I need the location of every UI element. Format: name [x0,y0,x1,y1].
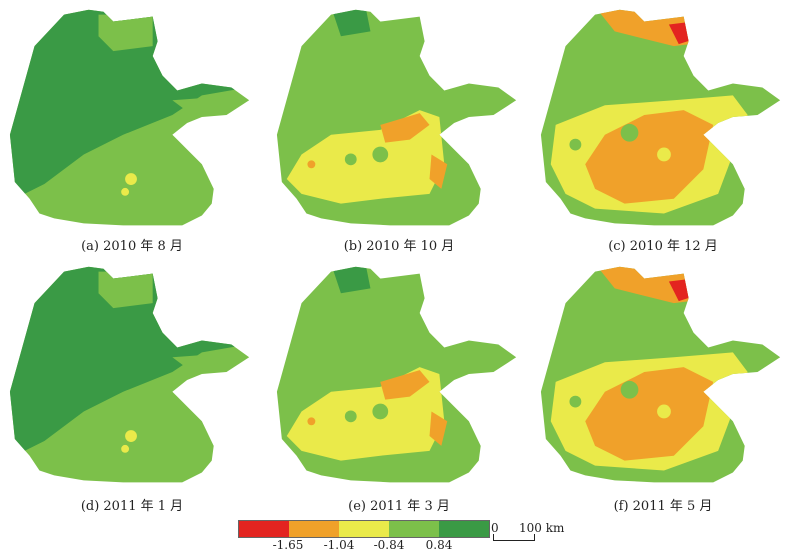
caption-a: (a) 2010 年 8 月 [81,239,183,254]
map-panel-b [272,5,526,233]
caption-c: (c) 2010 年 12 月 [608,239,718,254]
map-svg [276,9,517,226]
map-panel-c [536,5,790,233]
map-panel-f [536,262,790,490]
scale-label: 100 km [519,521,565,535]
map-panel-d [5,262,259,490]
legend-swatch-light-green [389,521,439,537]
color-legend [238,520,490,538]
legend-swatch-red [239,521,289,537]
legend-tick: -0.84 [373,538,405,552]
map-svg [9,266,250,483]
map-svg [276,266,517,483]
caption-b: (b) 2010 年 10 月 [343,239,455,254]
legend-swatch-yellow [339,521,389,537]
map-svg [540,266,781,483]
caption-f: (f) 2011 年 5 月 [613,499,713,514]
map-svg [540,9,781,226]
caption-d: (d) 2011 年 1 月 [80,499,184,514]
scale-zero: 0 [491,521,499,535]
map-panel-e [272,262,526,490]
caption-e: (e) 2011 年 3 月 [348,499,450,514]
legend-swatch-dark-green [439,521,489,537]
map-panel-a [5,5,259,233]
scale-line [493,534,535,541]
map-svg [9,9,250,226]
legend-tick: 0.84 [425,538,453,552]
legend-swatch-orange [289,521,339,537]
legend-tick: -1.65 [272,538,304,552]
legend-tick: -1.04 [323,538,355,552]
